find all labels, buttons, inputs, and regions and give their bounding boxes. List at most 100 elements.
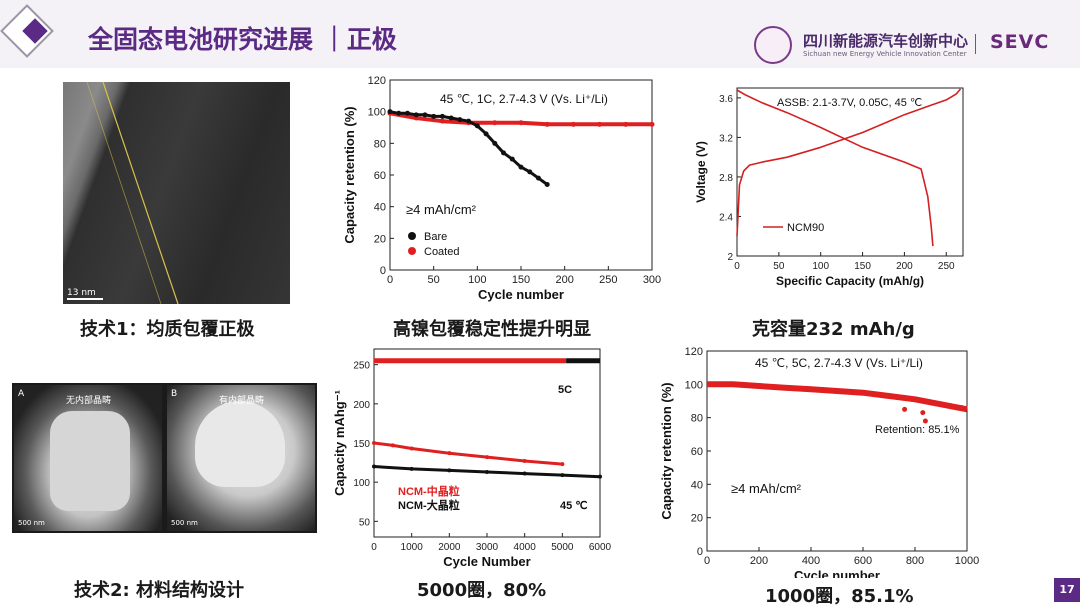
page-title: 全固态电池研究进展 ｜正极 xyxy=(88,25,397,54)
series-coated-point xyxy=(649,121,655,127)
series-ncm90-discharge-line xyxy=(736,89,934,247)
y-tick-label: 200 xyxy=(353,400,370,411)
label-a: A xyxy=(18,389,25,399)
legend-ncm-large-label: NCM-大晶粒 xyxy=(398,498,460,512)
scale-a: 500 nm xyxy=(18,519,45,527)
series-bare-point xyxy=(404,110,410,116)
series-ncm90-charge-line xyxy=(736,88,962,237)
x-tick-label: 0 xyxy=(387,274,393,286)
series-bare-point xyxy=(457,117,463,123)
x-tick-label: 200 xyxy=(750,555,768,567)
x-tick-label: 4000 xyxy=(514,542,537,553)
scale-bar xyxy=(67,298,103,300)
series-ncm-large-point xyxy=(598,474,602,479)
series-coated-point xyxy=(623,121,629,127)
org-emblem-icon xyxy=(754,26,792,64)
grain-a xyxy=(50,411,130,511)
series-coated-5c-outlier xyxy=(920,410,926,416)
chart-annotation-retention: Retention: 85.1% xyxy=(875,424,960,436)
series-bare-point xyxy=(474,123,480,129)
y-tick-label: 150 xyxy=(353,439,370,450)
series-coated-point xyxy=(570,121,576,127)
series-coated-5c-outlier xyxy=(922,418,928,424)
chart-annotation-loading: ≥4 mAh/cm² xyxy=(731,481,802,496)
y-tick-label: 20 xyxy=(374,233,386,245)
x-tick-label: 2000 xyxy=(438,542,461,553)
series-bare-point xyxy=(387,109,393,115)
y-tick-label: 250 xyxy=(353,361,370,372)
y-tick-label: 2.8 xyxy=(719,173,733,184)
series-bare-point xyxy=(518,164,524,170)
series-bare-point xyxy=(396,110,402,116)
y-tick-label: 100 xyxy=(368,107,386,119)
series-ncm-large-point xyxy=(485,469,489,474)
series-ncm-mid-point xyxy=(372,441,376,445)
series-bare-point xyxy=(431,113,437,119)
y-axis-label: Capacity retention (%) xyxy=(342,106,357,243)
header-bar xyxy=(0,0,1080,68)
y-axis-label: Capacity mAhg⁻¹ xyxy=(332,390,347,496)
series-ncm-large-point xyxy=(522,471,527,476)
series-ncm-large-point xyxy=(372,464,376,469)
page-number: 17 xyxy=(1054,578,1080,602)
series-bare-point xyxy=(448,115,454,121)
y-tick-label: 50 xyxy=(359,517,371,528)
x-tick-label: 800 xyxy=(906,555,924,567)
caption-1000-cycles: 1000圈，85.1% xyxy=(765,586,914,607)
scale-b: 500 nm xyxy=(171,519,198,527)
series-coated-point xyxy=(544,121,550,127)
title-a: 无内部晶畴 xyxy=(66,396,112,406)
series-bare-point xyxy=(466,118,472,124)
chart-annotation: ASSB: 2.1-3.7V, 0.05C, 45 ℃ xyxy=(777,97,922,109)
sem-image-b: B 有内部晶畴 500 nm xyxy=(167,385,315,531)
org-name-cn: 四川新能源汽车创新中心 xyxy=(803,32,969,50)
series-ncm-mid-point xyxy=(390,443,395,448)
caption-stability: 高镍包覆稳定性提升明显 xyxy=(393,319,591,340)
series-bare-point xyxy=(413,112,419,118)
x-tick-label: 100 xyxy=(812,261,829,272)
chart-voltage-capacity: 0 50 100 150 200 250 2 2.4 2.8 3.2 3.6 Specific Cap… xyxy=(694,87,964,288)
series-bare-point xyxy=(544,182,550,187)
x-tick-label: 5000 xyxy=(551,542,574,553)
caption-tech1: 技术1：均质包覆正极 xyxy=(80,319,255,340)
series-ncm-mid-point xyxy=(560,462,565,467)
sem-images: A 无内部晶畴 500 nm B 有内部晶畴 500 nm xyxy=(12,383,317,533)
legend-coated-label: Coated xyxy=(424,246,459,258)
tem-image-coated: 13 nm xyxy=(63,82,290,304)
x-tick-label: 1000 xyxy=(401,542,424,553)
y-tick-label: 20 xyxy=(691,513,703,525)
x-tick-label: 300 xyxy=(643,274,661,286)
sem-image-a: A 无内部晶畴 500 nm xyxy=(14,385,162,531)
series-ncm-mid-point xyxy=(522,459,527,464)
y-tick-label: 60 xyxy=(374,170,386,182)
chart-annotation: 45 ℃, 1C, 2.7-4.3 V (Vs. Li⁺/Li) xyxy=(440,92,608,106)
x-tick-label: 600 xyxy=(854,555,872,567)
series-ncm-mid-line xyxy=(373,441,563,466)
y-tick-label: 3.2 xyxy=(719,133,733,144)
series-bare-point xyxy=(535,175,541,181)
series-coated-5c-outlier xyxy=(902,406,908,412)
series-coated-5c-outlier xyxy=(959,405,965,411)
series-coated-point xyxy=(439,118,445,124)
org-abbr: SEVC xyxy=(990,31,1050,53)
y-tick-label: 2 xyxy=(727,252,733,263)
title-b: 有内部晶畴 xyxy=(219,396,265,406)
x-tick-label: 0 xyxy=(371,542,377,553)
x-tick-label: 250 xyxy=(938,261,955,272)
series-ncm-mid-point xyxy=(409,446,414,451)
grain-b xyxy=(195,401,285,487)
x-tick-label: 50 xyxy=(773,261,785,272)
y-tick-label: 60 xyxy=(691,446,703,458)
series-coated-point xyxy=(492,120,498,126)
legend-ncm-mid-label: NCM-中晶粒 xyxy=(398,484,460,498)
x-tick-label: 6000 xyxy=(589,542,612,553)
y-tick-label: 3.6 xyxy=(719,94,733,105)
x-tick-label: 200 xyxy=(896,261,913,272)
y-tick-label: 120 xyxy=(368,75,386,87)
chart-annotation: 45 ℃, 5C, 2.7-4.3 V (Vs. Li⁺/Li) xyxy=(755,356,923,370)
y-axis-label: Voltage (V) xyxy=(694,141,708,203)
plot-frame xyxy=(706,350,968,552)
series-bare-point xyxy=(422,112,428,118)
chart-annotation-rate: 5C xyxy=(558,384,572,396)
scale-label: 13 nm xyxy=(67,288,96,298)
